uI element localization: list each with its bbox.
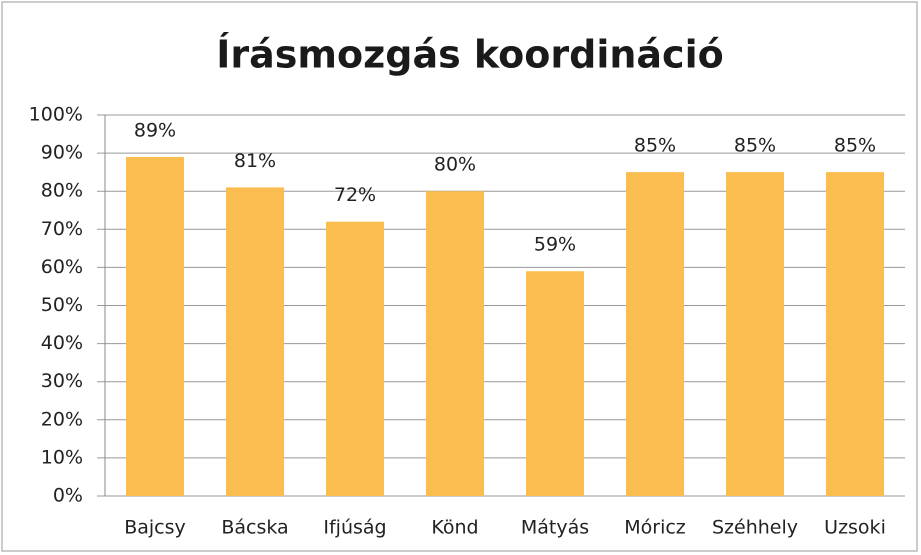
bar <box>226 187 284 496</box>
data-label: 72% <box>334 184 376 206</box>
bar <box>826 172 884 496</box>
data-label: 59% <box>534 234 576 256</box>
y-tick-label: 100% <box>29 104 83 126</box>
data-label: 80% <box>434 154 476 176</box>
data-label: 85% <box>634 135 676 157</box>
bar <box>726 172 784 496</box>
bar <box>626 172 684 496</box>
y-tick-label: 30% <box>41 370 83 392</box>
x-tick-label: Mátyás <box>521 517 589 539</box>
data-label: 85% <box>734 135 776 157</box>
x-tick-label: Uzsoki <box>824 517 886 539</box>
y-tick-label: 20% <box>41 408 83 430</box>
data-label: 89% <box>134 119 176 141</box>
bar <box>426 191 484 496</box>
data-label: 85% <box>834 135 876 157</box>
y-tick-label: 90% <box>41 142 83 164</box>
y-tick-label: 40% <box>41 332 83 354</box>
y-tick-label: 10% <box>41 446 83 468</box>
x-tick-label: Széhhely <box>712 517 798 539</box>
x-tick-label: Móricz <box>624 517 686 539</box>
data-label: 81% <box>234 150 276 172</box>
y-tick-label: 0% <box>53 485 83 507</box>
bar <box>326 221 384 496</box>
x-tick-label: Bajcsy <box>124 517 186 539</box>
y-tick-label: 70% <box>41 218 83 240</box>
y-tick-label: 80% <box>41 180 83 202</box>
x-tick-label: Könd <box>431 517 478 539</box>
x-tick-label: Ifjúság <box>323 517 386 539</box>
chart-title: Írásmozgás koordináció <box>216 33 723 77</box>
y-tick-label: 60% <box>41 256 83 278</box>
y-tick-label: 50% <box>41 294 83 316</box>
bar <box>526 271 584 496</box>
x-tick-label: Bácska <box>221 517 288 539</box>
bar <box>126 156 184 496</box>
